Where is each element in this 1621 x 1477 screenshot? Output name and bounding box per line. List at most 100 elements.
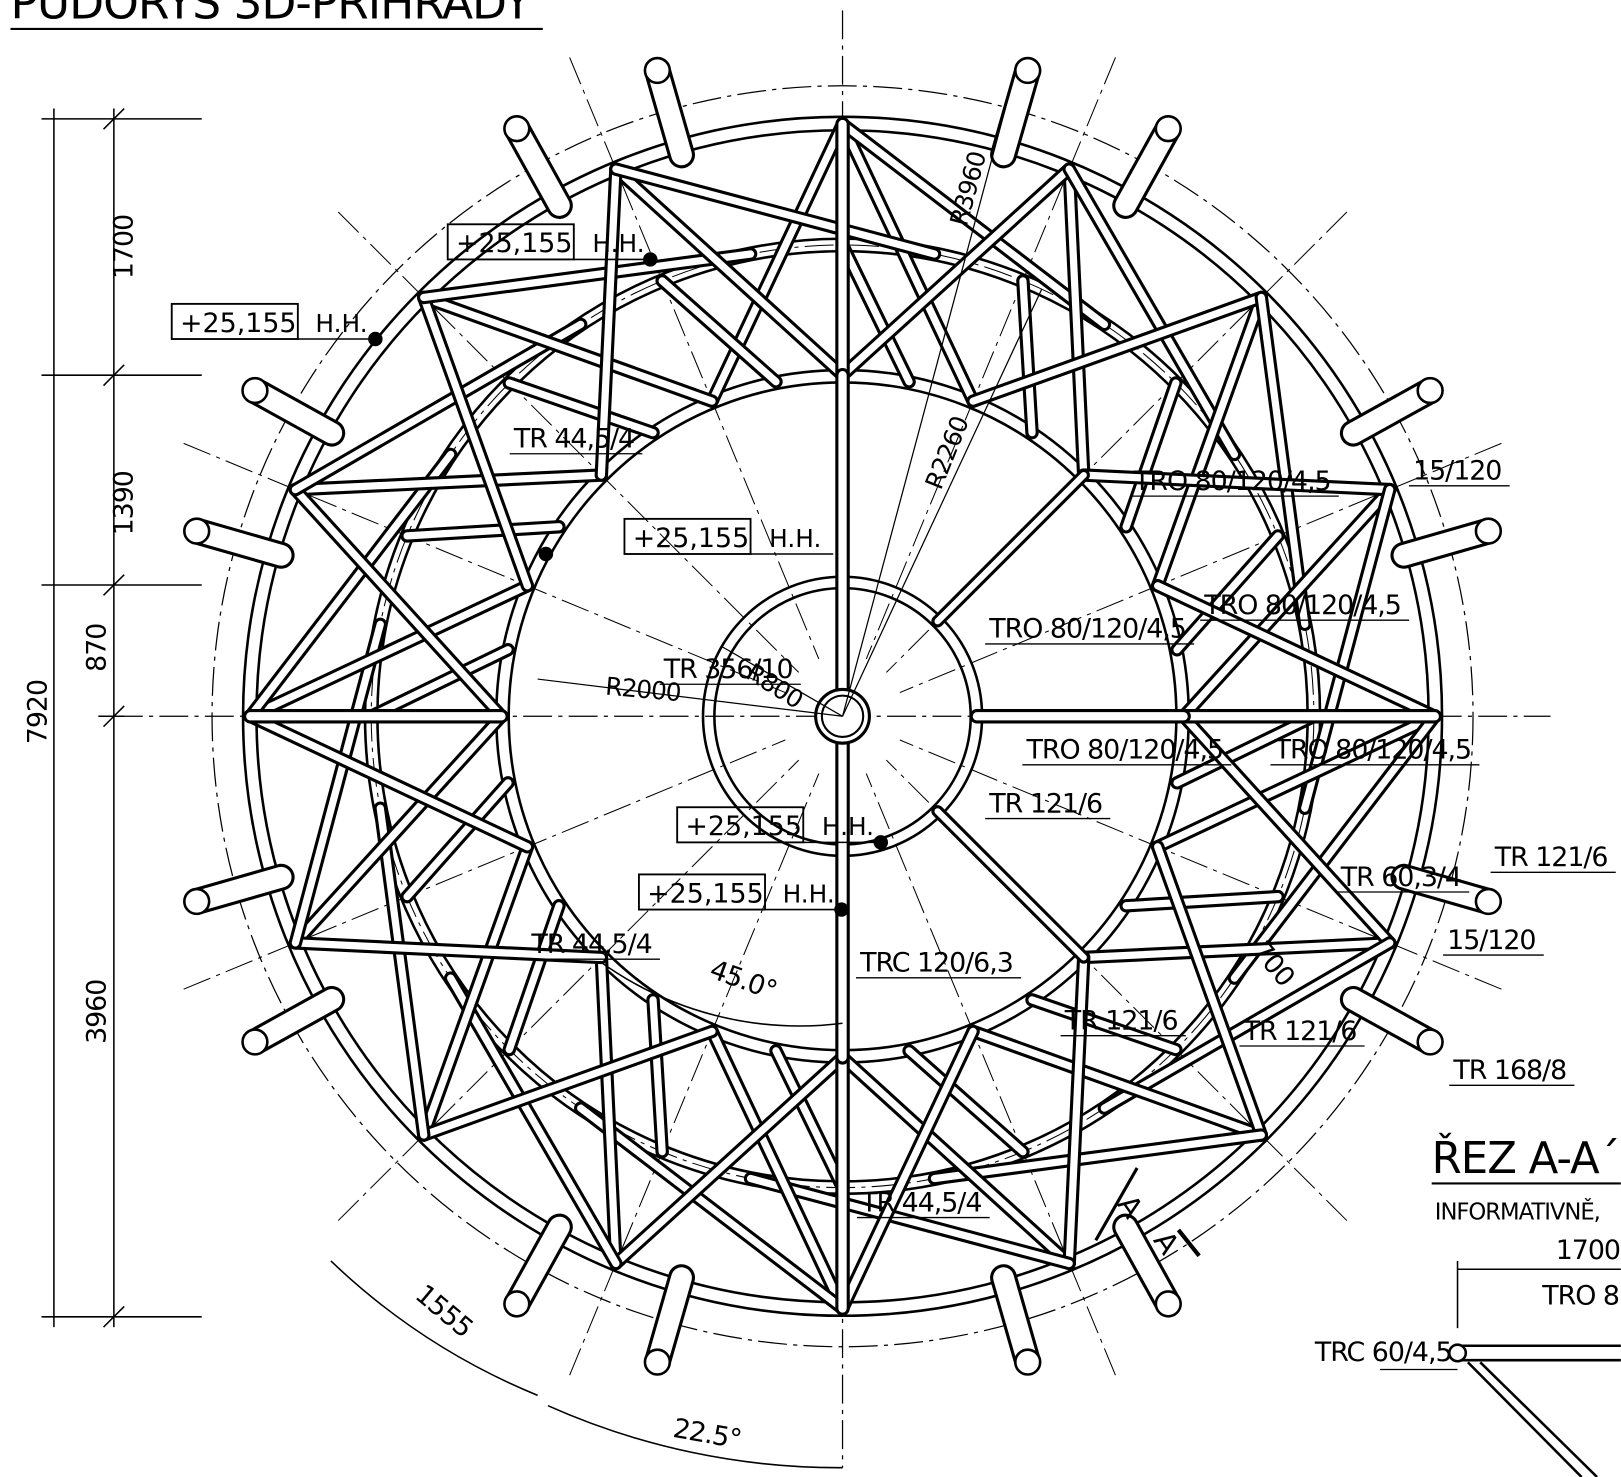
tube-fill — [1257, 293, 1309, 628]
column-inner — [820, 694, 865, 738]
member-label: 15/120 — [1447, 925, 1535, 956]
tube-fill — [838, 120, 977, 405]
axis-line — [183, 739, 786, 990]
section-node — [1447, 1343, 1468, 1363]
level-value: +25,155 — [685, 811, 802, 842]
truss — [183, 57, 1502, 1376]
member-label: TR 44,5/4 — [513, 424, 634, 455]
axis-line — [865, 773, 1116, 1376]
tube-fill — [658, 277, 780, 386]
tube-fill — [1065, 165, 1239, 459]
tube-fill — [1342, 989, 1441, 1053]
member-label: TR 44,5/4 — [860, 1187, 981, 1218]
member-label: TRC 120/6,3 — [859, 948, 1013, 979]
tube-fill — [376, 804, 428, 1139]
tube-fill — [246, 450, 455, 720]
level-ref: H.H. — [822, 812, 874, 841]
level-ref: H.H. — [592, 229, 644, 258]
level-box — [446, 223, 575, 261]
tube-fill — [838, 241, 913, 386]
radius-leader — [841, 107, 1007, 717]
member-label: TRO 80/120/4,5 — [988, 614, 1186, 645]
tube-fill — [246, 582, 532, 720]
section-dimension: 1700 — [1556, 1235, 1620, 1266]
radius-label: R2000 — [604, 672, 682, 707]
tube-fill — [1154, 293, 1265, 590]
tube-fill — [291, 712, 506, 947]
tube-fill — [505, 379, 657, 437]
tube-fill — [838, 120, 1109, 329]
radius-label: R2260 — [919, 412, 974, 493]
leg-end — [241, 1028, 269, 1056]
tube-fill — [1100, 939, 1394, 1112]
tube-fill — [969, 1027, 1265, 1139]
member-label: TR 356/10 — [663, 654, 793, 685]
tube-fill — [1115, 1216, 1179, 1315]
member-label: TRO 80/120/4,5 — [1133, 466, 1331, 497]
angle-arc — [547, 1404, 843, 1469]
axis-line — [865, 57, 1116, 660]
radius-leader — [841, 288, 1043, 717]
level-ref: H.H. — [769, 524, 821, 553]
dimension-label: 870 — [82, 624, 113, 672]
tick — [102, 574, 125, 596]
tube-fill — [1065, 165, 1088, 479]
tube-fill — [934, 471, 1087, 625]
tube-fill — [291, 471, 605, 494]
leg-end — [183, 517, 211, 545]
tube-fill — [930, 1131, 1265, 1183]
tube-fill — [506, 1216, 570, 1315]
dimension-label: 1700 — [108, 215, 139, 279]
level-ref: H.H. — [315, 309, 367, 338]
level-ref: H.H. — [783, 879, 835, 908]
tube-fill — [597, 165, 620, 479]
tube-fill — [1065, 953, 1088, 1268]
leg-end — [503, 1290, 531, 1318]
angle-arc — [599, 960, 843, 1027]
level-box — [676, 806, 805, 844]
level-box — [637, 873, 766, 911]
tube-fill — [612, 165, 847, 379]
leg-end — [643, 56, 672, 85]
tube-fill — [1230, 712, 1439, 982]
member-label: TR 168/8 — [1452, 1055, 1566, 1086]
tube-fill — [647, 60, 692, 166]
leg-end — [1416, 1028, 1444, 1056]
tube-fill — [1080, 471, 1394, 494]
tube-fill — [597, 953, 620, 1268]
leg-end — [1154, 1290, 1182, 1318]
radius-label: R3960 — [944, 149, 992, 229]
leg-end — [183, 887, 211, 916]
level-value: +25,155 — [456, 228, 572, 259]
tick — [102, 364, 125, 387]
tube-fill — [420, 843, 532, 1139]
tube-fill — [186, 866, 292, 912]
section-note: INFORMATIVNĚ, — [1435, 1198, 1600, 1226]
tube-fill — [993, 1267, 1039, 1373]
member-label: TRO 80/120/4,5 — [1026, 735, 1224, 766]
member-label: TR 121/6 — [988, 788, 1102, 819]
tube-fill — [612, 1053, 847, 1268]
level-box — [170, 302, 299, 340]
member-label: TR 121/6 — [1064, 1005, 1178, 1036]
angle-label: 45.0° — [706, 954, 781, 1006]
member-label: TR 121/6 — [1243, 1016, 1357, 1047]
arc-length-label: 1555 — [409, 1279, 478, 1344]
tube-fill — [1122, 379, 1180, 531]
leg-end — [241, 376, 269, 405]
tube-fill — [1115, 118, 1179, 216]
radius-leader — [537, 678, 843, 717]
tube-fill — [367, 646, 512, 720]
tube-fill — [905, 1047, 1027, 1156]
level-value: +25,155 — [180, 308, 297, 339]
member-label: TR 121/6 — [1494, 842, 1608, 873]
tube-fill — [506, 118, 570, 216]
dimension-label: 7920 — [23, 680, 54, 744]
tube-fill — [505, 902, 563, 1054]
tube-fill — [1154, 843, 1265, 1139]
tube-fill — [612, 165, 939, 258]
tube-fill — [291, 620, 384, 947]
tube-fill — [291, 486, 506, 720]
axis-line — [569, 773, 820, 1376]
section-title: ŘEZ A-A´ — [1432, 1133, 1620, 1184]
